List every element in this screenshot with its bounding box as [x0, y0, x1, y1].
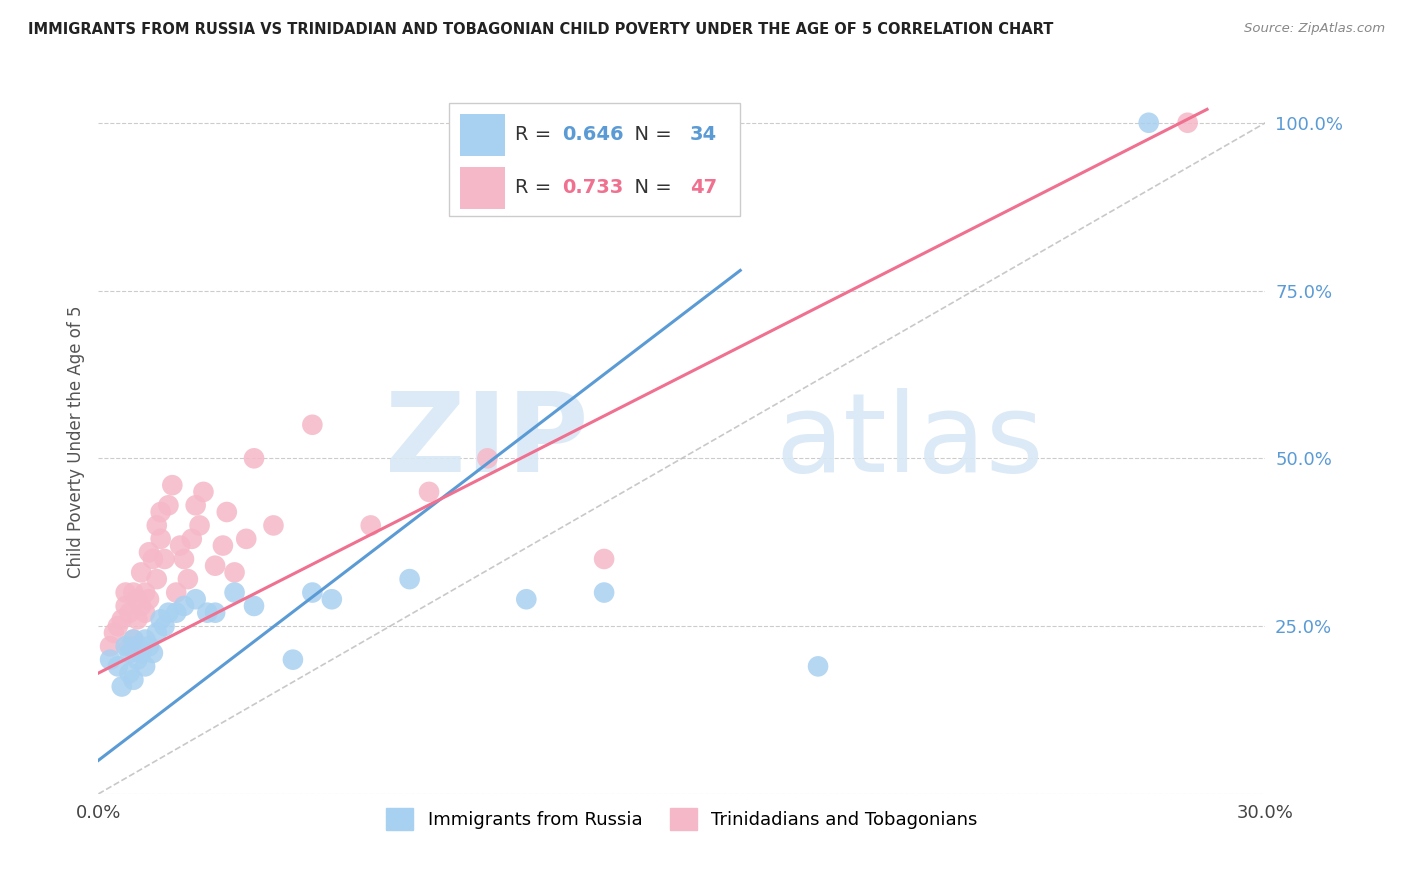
- Point: [134, 659, 156, 673]
- Point: [146, 518, 169, 533]
- Point: [134, 606, 156, 620]
- Point: [142, 646, 165, 660]
- Text: IMMIGRANTS FROM RUSSIA VS TRINIDADIAN AND TOBAGONIAN CHILD POVERTY UNDER THE AGE: IMMIGRANTS FROM RUSSIA VS TRINIDADIAN AN…: [28, 22, 1053, 37]
- Text: ZIP: ZIP: [385, 388, 589, 495]
- Point: [149, 505, 172, 519]
- Point: [165, 606, 187, 620]
- Point: [127, 653, 149, 667]
- Point: [204, 606, 226, 620]
- Point: [138, 639, 160, 653]
- Point: [111, 680, 134, 694]
- Point: [98, 653, 121, 667]
- Point: [243, 599, 266, 613]
- Text: R =: R =: [515, 126, 558, 145]
- Point: [262, 518, 284, 533]
- Legend: Immigrants from Russia, Trinidadians and Tobagonians: Immigrants from Russia, Trinidadians and…: [380, 801, 984, 838]
- Point: [146, 625, 169, 640]
- Point: [149, 612, 172, 626]
- Point: [114, 639, 136, 653]
- Point: [98, 639, 121, 653]
- Point: [157, 606, 180, 620]
- Point: [118, 639, 141, 653]
- Point: [169, 539, 191, 553]
- Point: [224, 585, 246, 599]
- Point: [212, 539, 235, 553]
- Point: [107, 619, 129, 633]
- Point: [173, 599, 195, 613]
- Point: [122, 632, 145, 647]
- Point: [1177, 116, 1199, 130]
- Text: N =: N =: [623, 178, 678, 197]
- Text: R =: R =: [515, 178, 558, 197]
- Text: 47: 47: [690, 178, 717, 197]
- Text: 0.646: 0.646: [562, 126, 623, 145]
- Y-axis label: Child Poverty Under the Age of 5: Child Poverty Under the Age of 5: [66, 305, 84, 578]
- Point: [153, 552, 176, 566]
- Point: [114, 585, 136, 599]
- Point: [111, 612, 134, 626]
- Point: [146, 572, 169, 586]
- Point: [149, 532, 172, 546]
- Text: 0.733: 0.733: [562, 178, 623, 197]
- Point: [127, 612, 149, 626]
- Point: [177, 572, 200, 586]
- Point: [129, 646, 152, 660]
- Text: 34: 34: [690, 126, 717, 145]
- Point: [515, 592, 537, 607]
- FancyBboxPatch shape: [460, 167, 505, 209]
- Point: [593, 552, 616, 566]
- Point: [122, 585, 145, 599]
- Point: [195, 606, 218, 620]
- Point: [103, 625, 125, 640]
- Point: [235, 532, 257, 546]
- Point: [122, 632, 145, 647]
- Point: [593, 585, 616, 599]
- Point: [138, 592, 160, 607]
- FancyBboxPatch shape: [449, 103, 741, 216]
- Point: [129, 599, 152, 613]
- Point: [204, 558, 226, 573]
- Point: [321, 592, 343, 607]
- Point: [360, 518, 382, 533]
- Point: [107, 659, 129, 673]
- Point: [153, 619, 176, 633]
- Point: [162, 478, 184, 492]
- Point: [1137, 116, 1160, 130]
- Point: [807, 659, 830, 673]
- Point: [301, 585, 323, 599]
- Point: [224, 566, 246, 580]
- Point: [477, 451, 499, 466]
- Text: Source: ZipAtlas.com: Source: ZipAtlas.com: [1244, 22, 1385, 36]
- Point: [301, 417, 323, 432]
- Point: [127, 592, 149, 607]
- Point: [418, 484, 440, 499]
- Point: [122, 673, 145, 687]
- Point: [398, 572, 420, 586]
- Point: [118, 646, 141, 660]
- Point: [193, 484, 215, 499]
- Point: [134, 632, 156, 647]
- Point: [173, 552, 195, 566]
- Point: [129, 566, 152, 580]
- Text: N =: N =: [623, 126, 678, 145]
- Point: [188, 518, 211, 533]
- Point: [142, 552, 165, 566]
- Text: atlas: atlas: [775, 388, 1043, 495]
- Point: [134, 585, 156, 599]
- Point: [165, 585, 187, 599]
- Point: [118, 606, 141, 620]
- Point: [157, 498, 180, 512]
- Point: [138, 545, 160, 559]
- FancyBboxPatch shape: [460, 113, 505, 156]
- Point: [180, 532, 202, 546]
- Point: [215, 505, 238, 519]
- Point: [127, 639, 149, 653]
- Point: [114, 599, 136, 613]
- Point: [118, 666, 141, 681]
- Point: [243, 451, 266, 466]
- Point: [184, 592, 207, 607]
- Point: [281, 653, 304, 667]
- Point: [184, 498, 207, 512]
